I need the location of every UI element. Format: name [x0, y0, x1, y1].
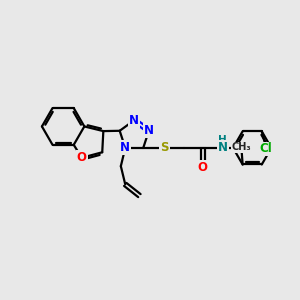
- Text: H: H: [218, 135, 227, 145]
- Text: N: N: [120, 141, 130, 154]
- Text: N: N: [218, 141, 228, 154]
- Text: N: N: [129, 114, 139, 127]
- Text: CH₃: CH₃: [231, 142, 251, 152]
- Text: O: O: [198, 160, 208, 173]
- Text: O: O: [77, 151, 87, 164]
- Text: Cl: Cl: [259, 142, 272, 155]
- Text: N: N: [144, 124, 154, 137]
- Text: S: S: [160, 141, 169, 154]
